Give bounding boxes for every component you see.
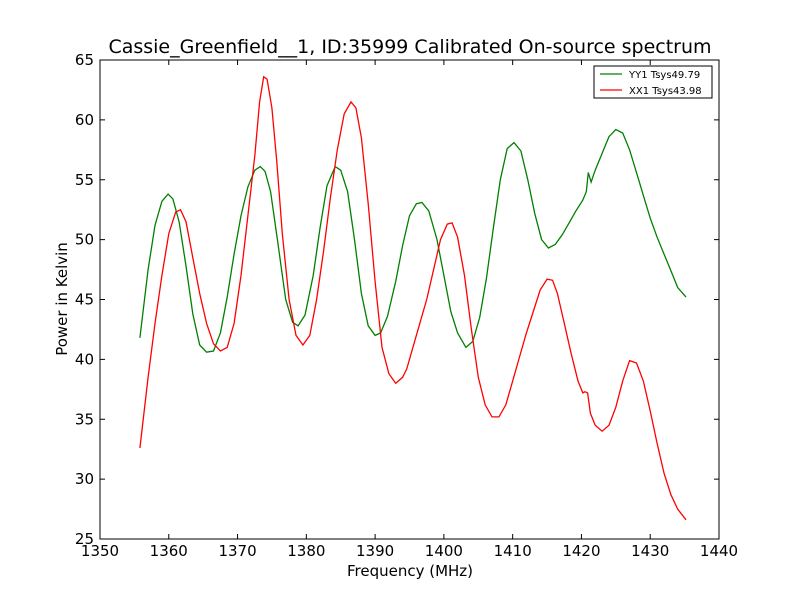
legend: YY1 Tsys49.79 XX1 Tsys43.98 [593,65,713,99]
y-tick-label: 55 [75,171,94,189]
y-tick-label: 30 [75,470,94,488]
x-tick-label: 1380 [287,542,325,560]
y-tick-label: 40 [75,350,94,368]
axes-frame [99,59,720,540]
y-tick-label: 65 [75,51,94,69]
x-tick-label: 1390 [356,542,394,560]
legend-label-0: YY1 Tsys49.79 [628,70,700,81]
x-tick-label: 1370 [218,542,256,560]
y-tick-label: 50 [75,231,94,249]
y-tick-label: 60 [75,111,94,129]
chart-title: Cassie_Greenfield__1, ID:35999 Calibrate… [108,36,711,58]
x-tick-label: 1440 [700,542,738,560]
series-line-1 [139,75,687,521]
x-tick-label: 1420 [562,542,600,560]
x-axis-label: Frequency (MHz) [347,562,473,580]
plot-area [139,75,687,521]
y-tick-label: 45 [75,291,94,309]
y-tick-label: 25 [75,530,94,548]
x-tick-label: 1400 [425,542,463,560]
y-tick-label: 35 [75,410,94,428]
x-tick-label: 1430 [631,542,669,560]
x-tick-label: 1350 [81,542,119,560]
y-axis-label: Power in Kelvin [53,242,71,356]
series-line-0 [139,128,687,353]
x-tick-label: 1410 [494,542,532,560]
legend-label-1: XX1 Tsys43.98 [629,86,702,97]
x-tick-label: 1360 [150,542,188,560]
legend-box [593,65,713,99]
axis-ticks: 1350 1360 1370 1380 1390 1400 1410 1420 1430 1440… [75,51,738,560]
